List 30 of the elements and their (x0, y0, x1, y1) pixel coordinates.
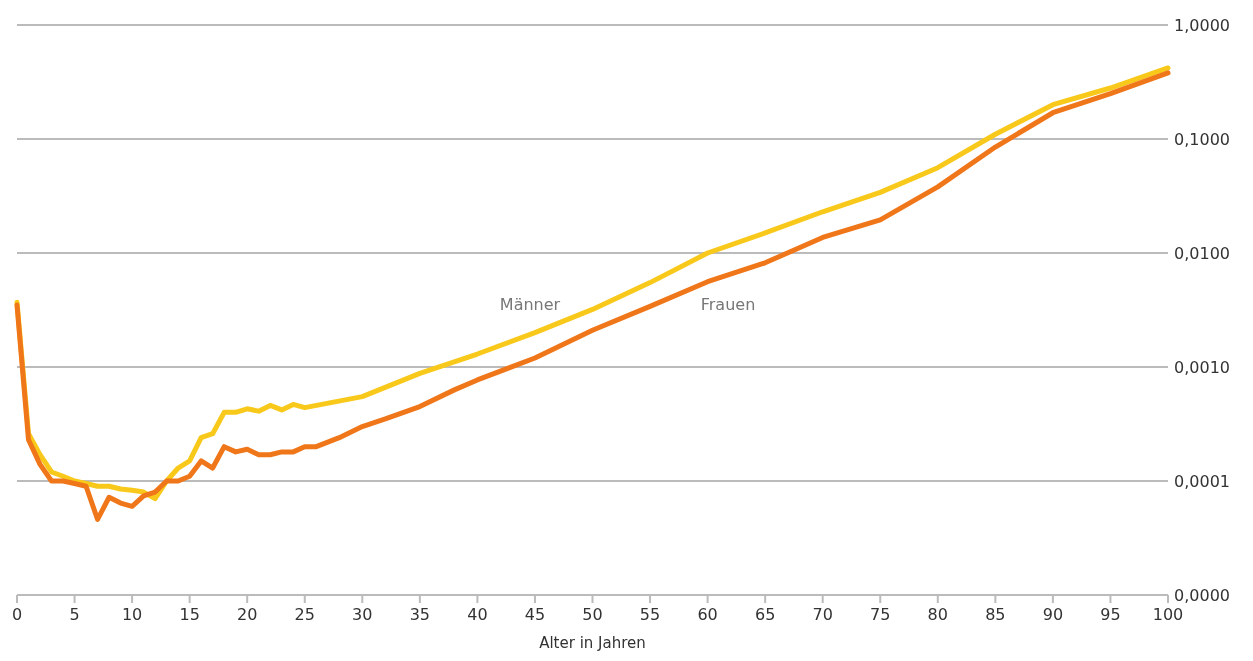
x-tick-label: 45 (524, 605, 546, 624)
x-tick-label: 95 (1100, 605, 1121, 624)
x-tick-label: 35 (409, 605, 431, 624)
x-axis-title: Alter in Jahren (539, 634, 646, 652)
x-tick-label: 55 (639, 605, 661, 624)
x-tick-label: 90 (1042, 605, 1064, 624)
x-tick-label: 65 (754, 605, 776, 624)
x-tick-label: 50 (582, 605, 603, 624)
x-tick-label: 25 (294, 605, 315, 624)
x-tick-label: 60 (697, 605, 718, 624)
x-tick-label: 10 (121, 605, 143, 624)
y-tick-label: 0,0100 (1174, 244, 1230, 263)
x-tick-label: 100 (1152, 605, 1184, 624)
y-tick-label: 0,0001 (1174, 472, 1230, 491)
y-tick-label: 0,0000 (1174, 586, 1230, 605)
x-tick-label: 15 (179, 605, 200, 624)
x-tick-label: 85 (985, 605, 1006, 624)
y-tick-label: 0,0010 (1174, 358, 1230, 377)
x-tick-label: 70 (812, 605, 833, 624)
x-tick-label: 5 (69, 605, 80, 624)
x-tick-label: 75 (870, 605, 891, 624)
x-tick-label: 30 (352, 605, 373, 624)
x-tick-label: 80 (927, 605, 948, 624)
y-tick-label: 1,0000 (1174, 16, 1230, 35)
x-tick-label: 0 (11, 605, 23, 624)
series-label: Männer (499, 295, 561, 314)
series-label: Frauen (700, 295, 756, 314)
x-tick-label: 20 (237, 605, 258, 624)
y-tick-label: 0,1000 (1174, 130, 1230, 149)
x-tick-label: 40 (467, 605, 488, 624)
